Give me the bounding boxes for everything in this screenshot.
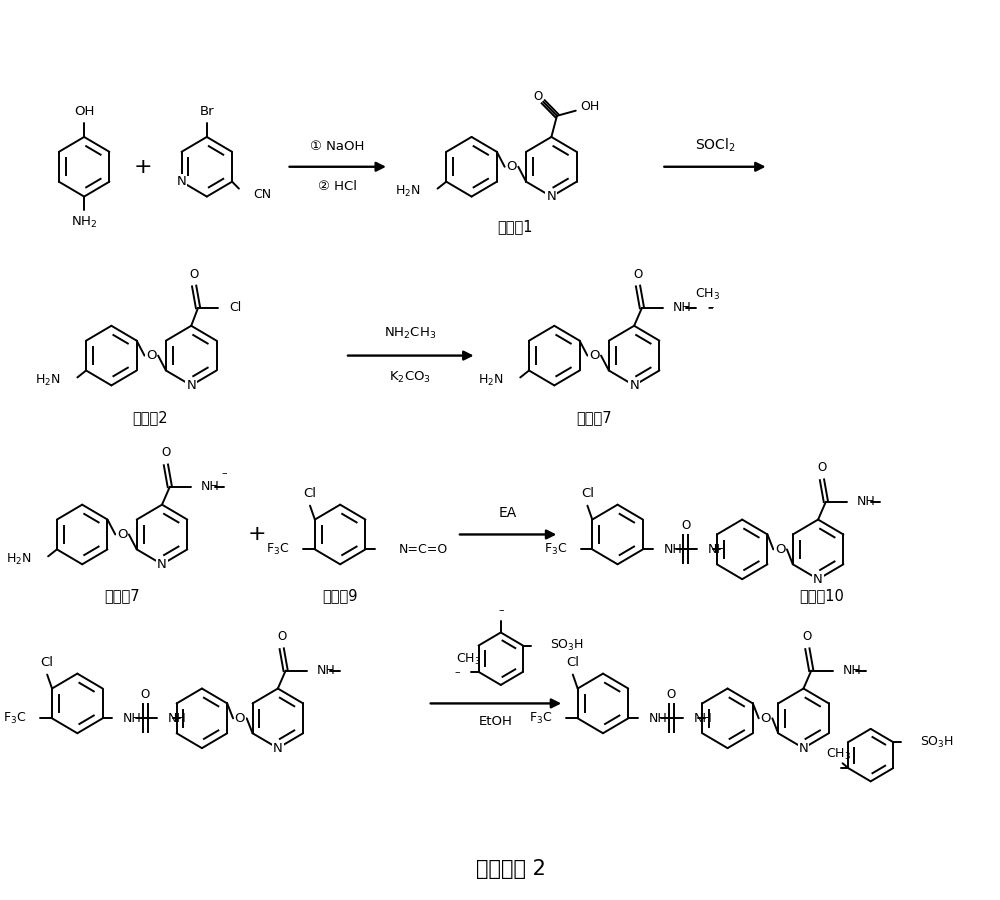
Text: SOCl$_2$: SOCl$_2$ — [695, 136, 735, 154]
Text: F$_3$C: F$_3$C — [544, 542, 567, 557]
Text: NH: NH — [201, 481, 220, 493]
Text: Cl: Cl — [581, 487, 594, 500]
Text: N: N — [273, 742, 283, 754]
Text: NH: NH — [317, 664, 336, 677]
Text: –: – — [707, 303, 713, 313]
Text: SO$_3$H: SO$_3$H — [920, 734, 954, 750]
Text: CH$_3$: CH$_3$ — [695, 286, 721, 302]
Text: O: O — [506, 160, 517, 174]
Text: Cl: Cl — [41, 656, 54, 670]
Text: O: O — [681, 519, 690, 532]
Text: NH: NH — [168, 712, 187, 724]
Text: O: O — [190, 267, 199, 281]
Text: F$_3$C: F$_3$C — [266, 542, 290, 557]
Text: NH$_2$: NH$_2$ — [71, 215, 97, 230]
Text: 化学方程 2: 化学方程 2 — [476, 860, 545, 879]
Text: K$_2$CO$_3$: K$_2$CO$_3$ — [389, 370, 431, 385]
Text: –: – — [498, 605, 504, 615]
Text: +: + — [248, 525, 267, 544]
Text: EtOH: EtOH — [479, 715, 513, 728]
Text: N=C=O: N=C=O — [399, 543, 448, 556]
Text: –: – — [222, 468, 227, 478]
Text: O: O — [760, 712, 771, 724]
Text: F$_3$C: F$_3$C — [529, 711, 552, 726]
Text: NH: NH — [673, 302, 692, 314]
Text: CN: CN — [254, 188, 272, 201]
Text: O: O — [146, 349, 157, 362]
Text: N: N — [157, 558, 167, 571]
Text: 化合畇10: 化合畇10 — [800, 589, 844, 604]
Text: Br: Br — [199, 104, 214, 118]
Text: O: O — [235, 712, 245, 724]
Text: N: N — [177, 176, 186, 188]
Text: EA: EA — [498, 506, 517, 519]
Text: OH: OH — [580, 100, 599, 113]
Text: ② HCl: ② HCl — [318, 180, 357, 194]
Text: CH$_3$: CH$_3$ — [826, 747, 851, 762]
Text: NH: NH — [857, 495, 876, 508]
Text: O: O — [817, 462, 827, 474]
Text: 化合甧7: 化合甧7 — [576, 410, 612, 425]
Text: N: N — [799, 742, 808, 754]
Text: N: N — [813, 572, 823, 586]
Text: 化合甧7: 化合甧7 — [104, 589, 140, 604]
Text: H$_2$N: H$_2$N — [395, 184, 421, 199]
Text: O: O — [161, 446, 171, 460]
Text: O: O — [666, 688, 676, 701]
Text: O: O — [117, 528, 127, 541]
Text: F$_3$C: F$_3$C — [3, 711, 27, 726]
Text: N: N — [629, 379, 639, 392]
Text: O: O — [803, 630, 812, 644]
Text: ① NaOH: ① NaOH — [310, 140, 364, 153]
Text: 化合甧9: 化合甧9 — [322, 589, 358, 604]
Text: –: – — [454, 667, 460, 677]
Text: SO$_3$H: SO$_3$H — [550, 638, 584, 653]
Text: N: N — [186, 379, 196, 392]
Text: –: – — [707, 302, 713, 314]
Text: NH: NH — [708, 543, 727, 556]
Text: Cl: Cl — [566, 656, 579, 670]
Text: NH$_2$CH$_3$: NH$_2$CH$_3$ — [384, 326, 436, 341]
Text: O: O — [534, 90, 543, 104]
Text: NH: NH — [649, 712, 667, 724]
Text: Cl: Cl — [229, 302, 241, 314]
Text: NH: NH — [123, 712, 142, 724]
Text: NH: NH — [842, 664, 861, 677]
Text: 中间体2: 中间体2 — [133, 410, 168, 425]
Text: O: O — [277, 630, 286, 644]
Text: H$_2$N: H$_2$N — [35, 373, 61, 388]
Text: O: O — [589, 349, 599, 362]
Text: O: O — [141, 688, 150, 701]
Text: NH: NH — [663, 543, 682, 556]
Text: Cl: Cl — [303, 487, 316, 500]
Text: CH$_3$: CH$_3$ — [456, 652, 481, 668]
Text: +: + — [133, 157, 152, 176]
Text: 中间体1: 中间体1 — [498, 219, 533, 234]
Text: NH: NH — [693, 712, 712, 724]
Text: H$_2$N: H$_2$N — [478, 373, 504, 388]
Text: O: O — [775, 543, 785, 556]
Text: N: N — [547, 190, 556, 203]
Text: H$_2$N: H$_2$N — [6, 552, 32, 567]
Text: O: O — [633, 267, 643, 281]
Text: OH: OH — [74, 104, 94, 118]
